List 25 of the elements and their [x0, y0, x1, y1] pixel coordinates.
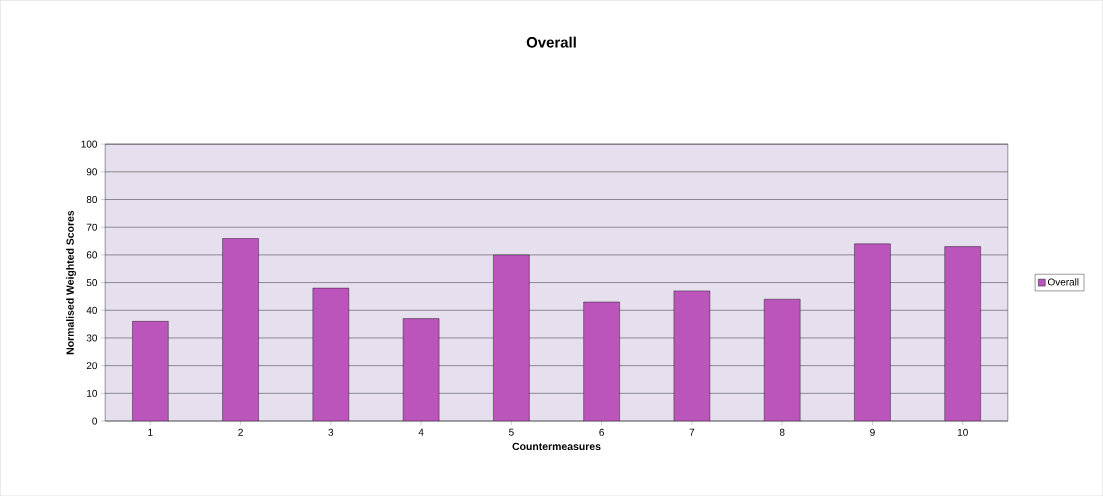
y-tick-label: 30 — [86, 334, 98, 342]
y-tick-label: 40 — [86, 306, 98, 314]
x-tick-label: 3 — [328, 428, 334, 436]
x-tick-label: 8 — [779, 428, 785, 436]
y-tick-label: 90 — [86, 168, 98, 176]
x-tick-label: 4 — [418, 428, 424, 436]
y-tick-label: 50 — [86, 278, 98, 287]
y-tick-label: 0 — [92, 417, 98, 425]
chart-title: Overall — [526, 36, 576, 48]
y-tick-label: 20 — [86, 362, 98, 370]
y-axis-title: Normalised Weighted Scores — [66, 210, 76, 355]
y-tick-label: 10 — [87, 389, 98, 397]
x-tick-label: 7 — [689, 428, 695, 436]
y-tick-label: 70 — [86, 223, 98, 231]
x-tick-label: 1 — [148, 428, 153, 436]
x-tick-label: 5 — [509, 428, 514, 436]
y-tick-label: 60 — [86, 251, 98, 259]
x-tick-label: 9 — [870, 428, 875, 436]
x-tick-label: 6 — [599, 428, 604, 436]
x-tick-label: 10 — [957, 428, 968, 436]
x-tick-label: 2 — [238, 428, 243, 436]
x-axis-title: Countermeasures — [512, 442, 601, 451]
legend-label: Overall — [1047, 278, 1079, 286]
y-tick-label: 100 — [81, 140, 98, 148]
y-tick-label: 80 — [86, 195, 98, 203]
